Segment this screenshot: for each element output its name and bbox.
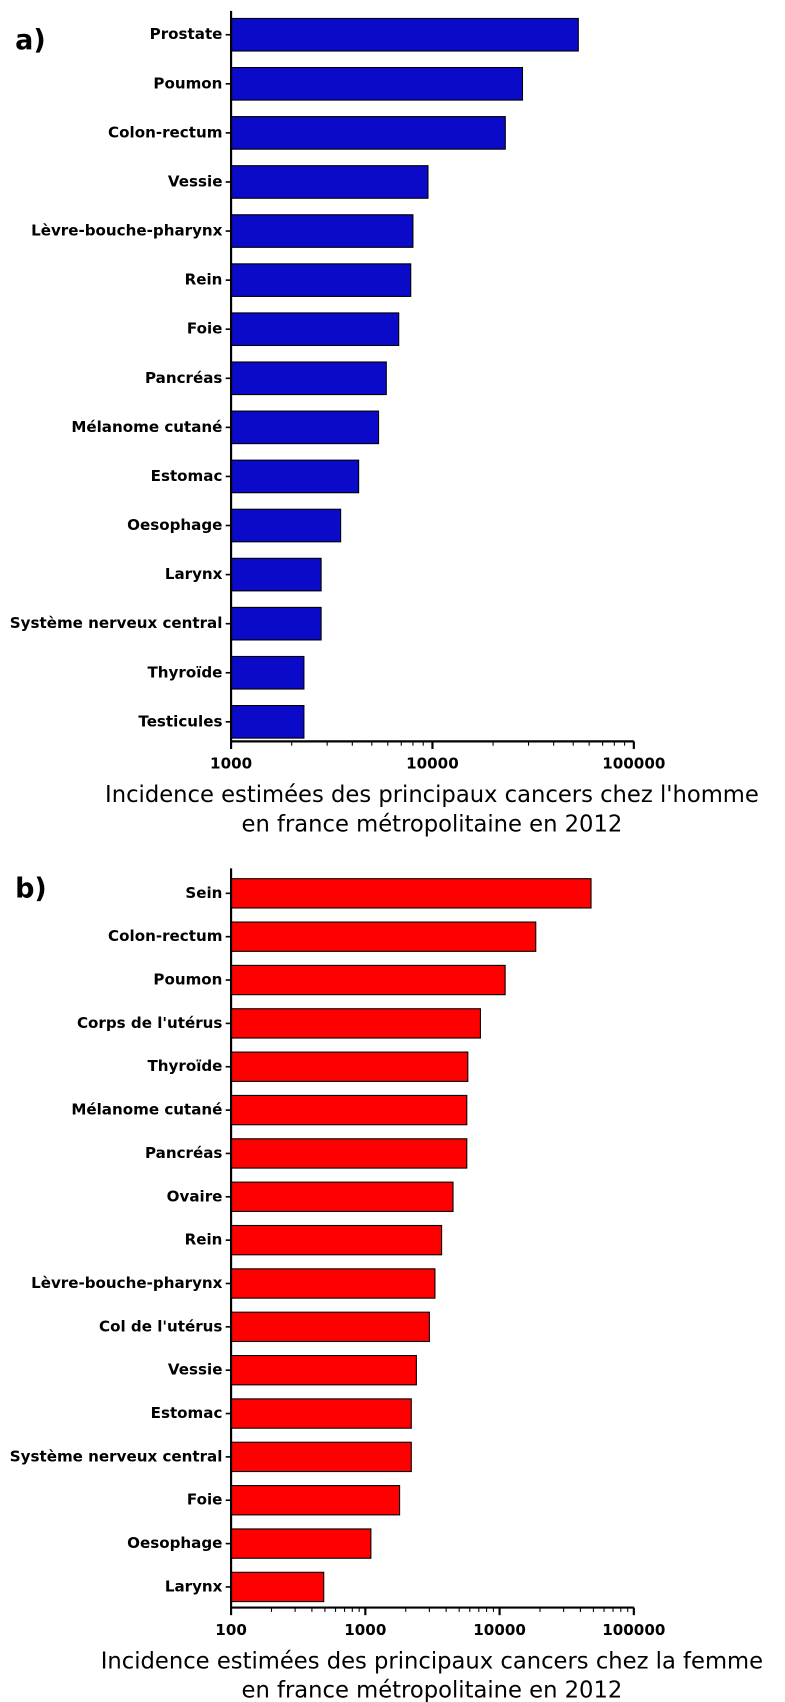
bar bbox=[230, 964, 506, 996]
x-tick-label: 1000 bbox=[210, 755, 252, 773]
category-label: Foie bbox=[187, 320, 223, 338]
category-label: Thyroïde bbox=[147, 663, 222, 681]
x-axis-label: en france métropolitaine en 2012 bbox=[242, 811, 623, 837]
bar bbox=[230, 655, 305, 690]
category-label: Poumon bbox=[153, 74, 222, 92]
bar bbox=[230, 1008, 481, 1039]
category-label: Oesophage bbox=[127, 1534, 222, 1552]
bar bbox=[230, 1571, 325, 1603]
bar bbox=[230, 508, 342, 543]
bar bbox=[230, 410, 380, 445]
category-label: Thyroïde bbox=[147, 1057, 222, 1075]
category-label: Mélanome cutané bbox=[71, 418, 222, 436]
category-label: Estomac bbox=[151, 467, 223, 485]
category-label: Prostate bbox=[150, 25, 223, 43]
bar bbox=[230, 165, 429, 199]
bar bbox=[230, 1224, 443, 1256]
category-label: Colon-rectum bbox=[108, 123, 222, 141]
panel-label: b) bbox=[15, 874, 47, 905]
bar bbox=[230, 312, 400, 347]
category-label: Système nerveux central bbox=[10, 1447, 223, 1465]
bar bbox=[230, 263, 412, 297]
bar bbox=[230, 1138, 468, 1169]
bar bbox=[230, 459, 360, 494]
x-tick-label: 10000 bbox=[406, 755, 459, 773]
category-label: Oesophage bbox=[127, 516, 222, 534]
category-label: Lèvre-bouche-pharynx bbox=[31, 1274, 223, 1292]
bar bbox=[230, 1094, 468, 1126]
x-axis-label: Incidence estimées des principaux cancer… bbox=[105, 782, 759, 808]
bar bbox=[230, 878, 592, 909]
x-tick-label: 1000 bbox=[344, 1621, 386, 1639]
category-label: Col de l'utérus bbox=[99, 1317, 222, 1335]
bar bbox=[230, 921, 537, 952]
bar bbox=[230, 361, 387, 396]
category-label: Rein bbox=[185, 1231, 223, 1249]
x-tick-label: 100 bbox=[215, 1621, 247, 1639]
category-label: Corps de l'utérus bbox=[77, 1014, 222, 1032]
category-label: Pancréas bbox=[145, 1144, 222, 1162]
panel-label: a) bbox=[15, 25, 46, 56]
bar bbox=[230, 1268, 436, 1299]
category-label: Foie bbox=[187, 1491, 223, 1509]
category-label: Rein bbox=[185, 271, 223, 289]
category-label: Testicules bbox=[138, 712, 222, 730]
category-label: Estomac bbox=[151, 1404, 223, 1422]
bar bbox=[230, 1441, 412, 1473]
x-axis-label: Incidence estimées des principaux cancer… bbox=[101, 1648, 763, 1674]
category-label: Colon-rectum bbox=[108, 927, 222, 945]
category-label: Mélanome cutané bbox=[71, 1101, 222, 1119]
bar bbox=[230, 606, 322, 641]
x-tick-label: 10000 bbox=[473, 1621, 526, 1639]
category-label: Sein bbox=[185, 884, 222, 902]
bar bbox=[230, 1528, 372, 1559]
bar bbox=[230, 1485, 401, 1516]
x-tick-label: 100000 bbox=[602, 755, 665, 773]
x-tick-label: 100000 bbox=[602, 1621, 665, 1639]
bar bbox=[230, 1181, 454, 1212]
category-label: Larynx bbox=[165, 565, 223, 583]
bar bbox=[230, 66, 524, 101]
category-label: Vessie bbox=[168, 172, 222, 190]
bar bbox=[230, 214, 414, 248]
x-axis-label: en france métropolitaine en 2012 bbox=[242, 1678, 623, 1702]
category-label: Larynx bbox=[165, 1577, 223, 1595]
bar bbox=[230, 1398, 412, 1429]
bar bbox=[230, 17, 579, 52]
bar bbox=[230, 1051, 469, 1082]
bar bbox=[230, 116, 506, 150]
category-label: Système nerveux central bbox=[10, 614, 223, 632]
category-label: Poumon bbox=[153, 971, 222, 989]
category-label: Lèvre-bouche-pharynx bbox=[31, 222, 223, 240]
bar bbox=[230, 1354, 417, 1386]
category-label: Ovaire bbox=[167, 1187, 223, 1205]
bar bbox=[230, 705, 305, 739]
category-label: Pancréas bbox=[145, 369, 222, 387]
bar bbox=[230, 1311, 430, 1343]
category-label: Vessie bbox=[168, 1361, 222, 1379]
bar bbox=[230, 557, 322, 592]
